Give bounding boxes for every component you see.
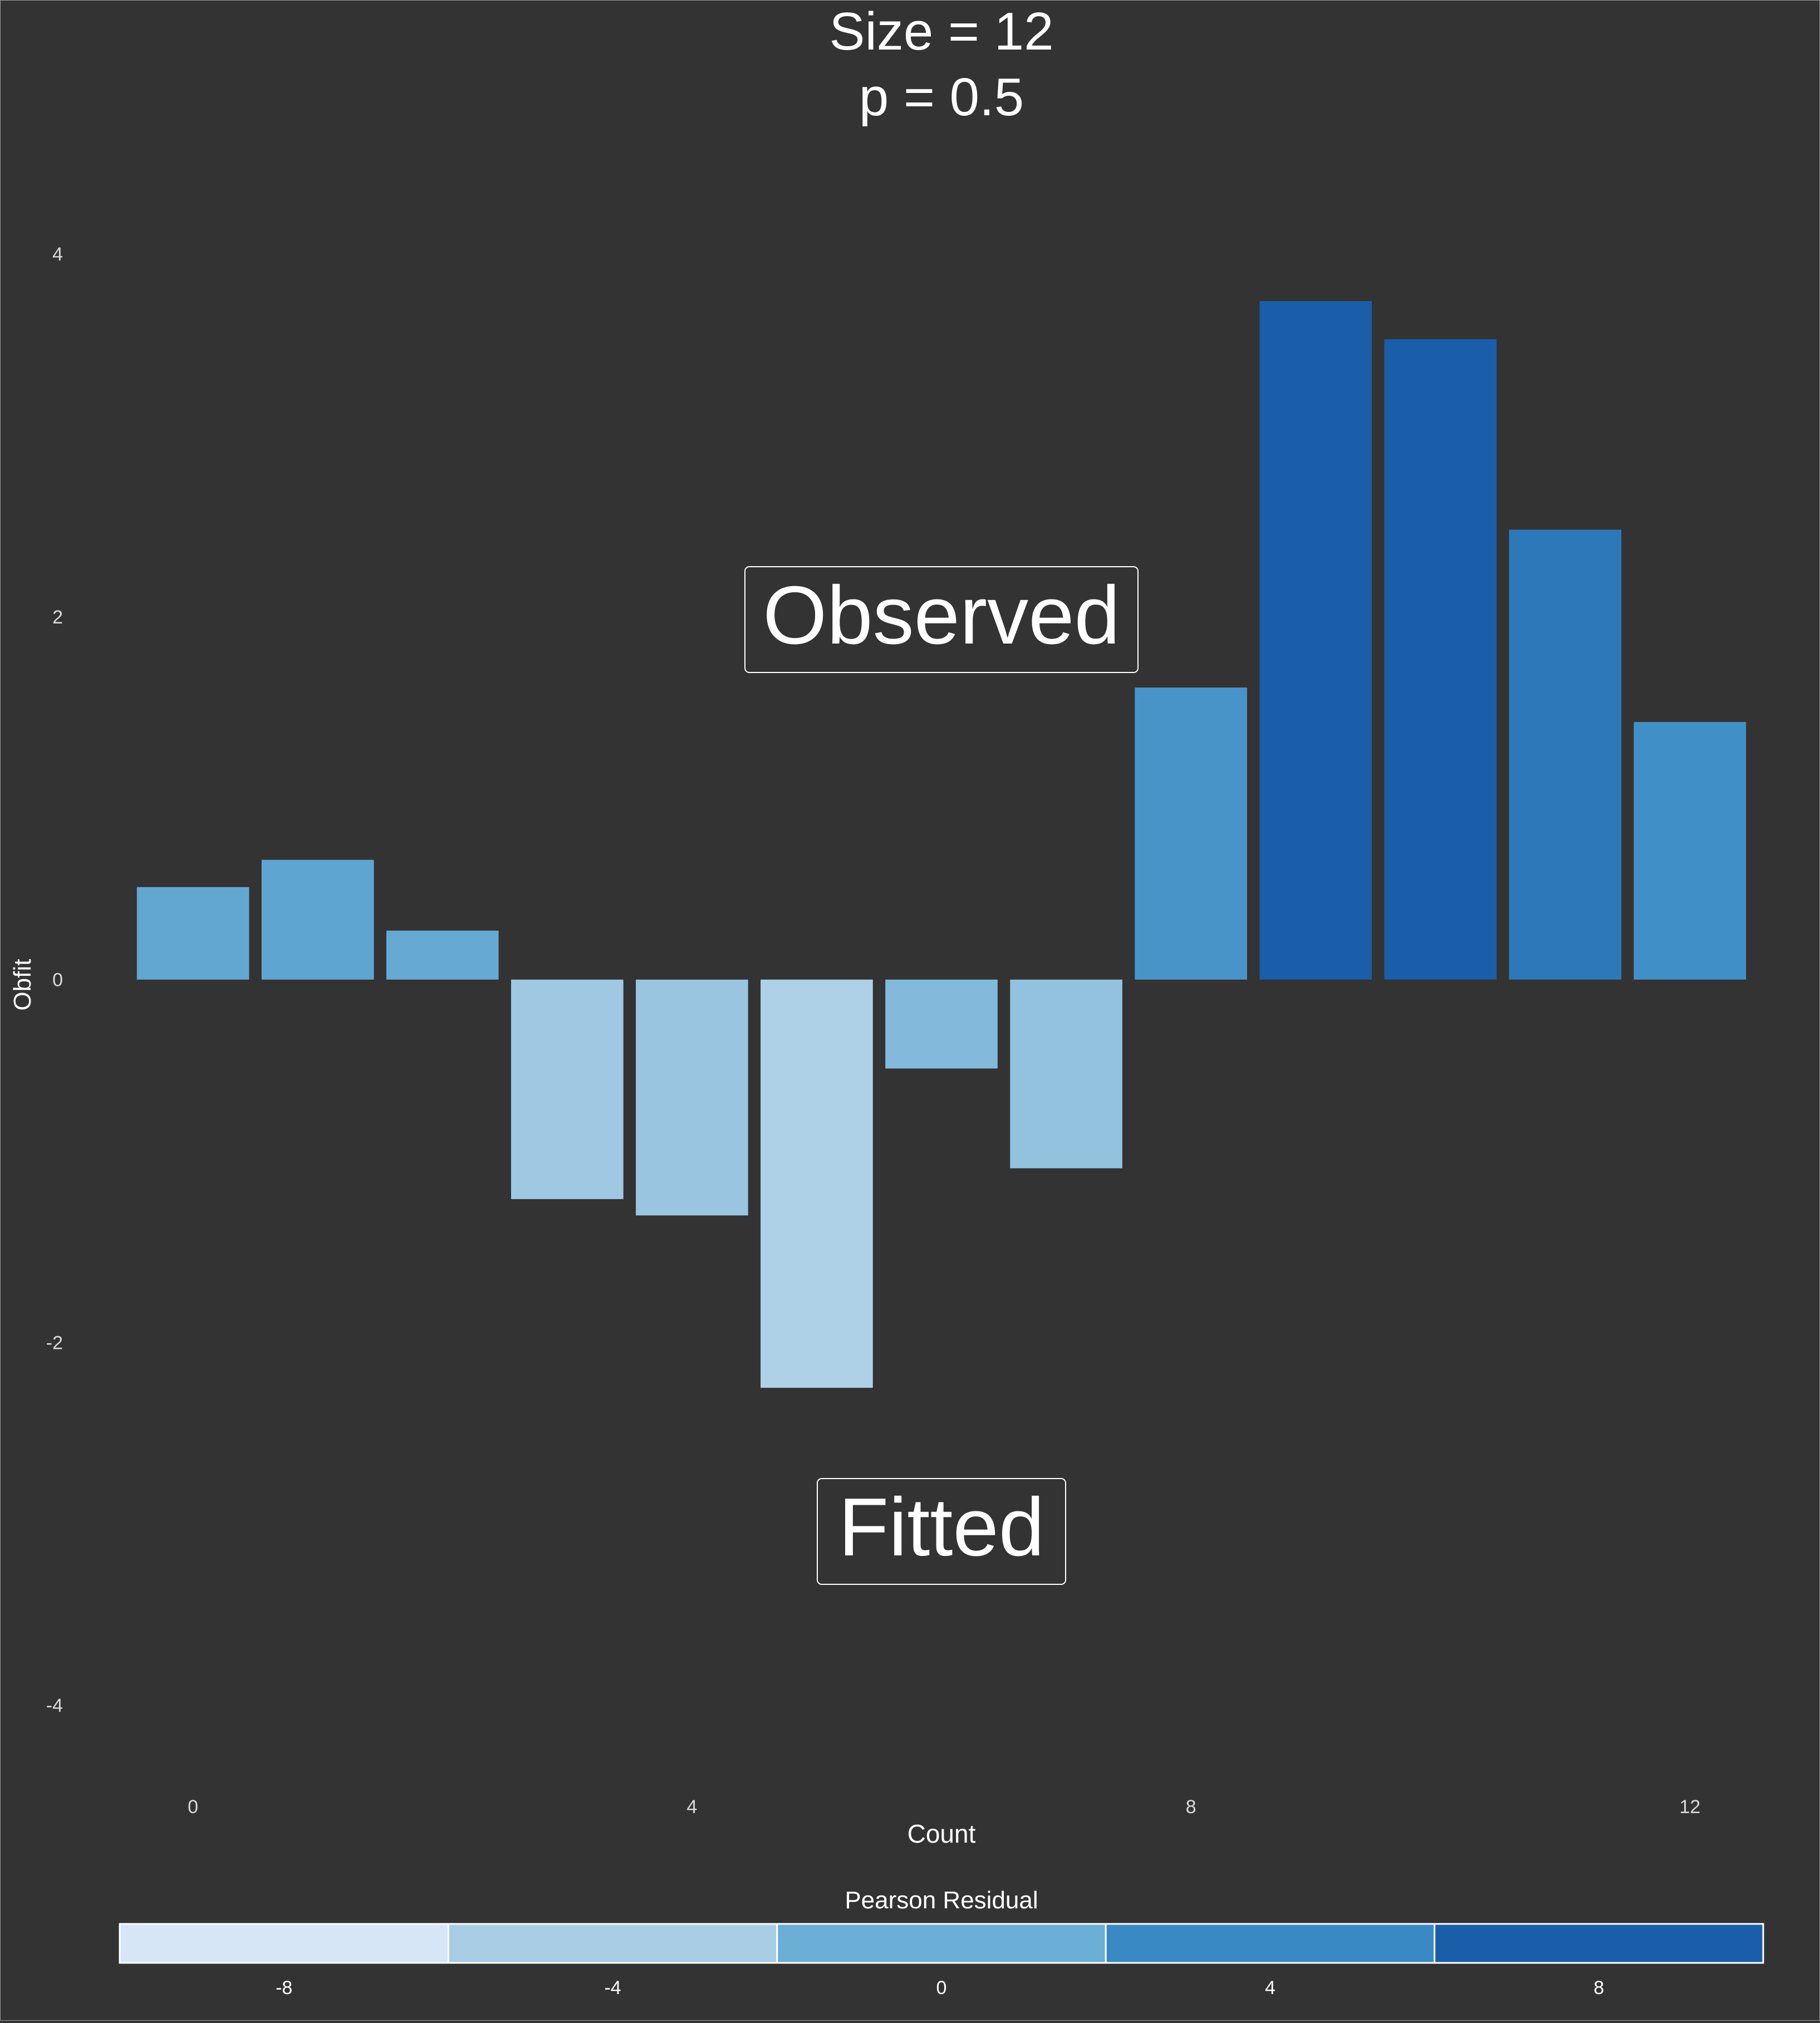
bar-count-11 xyxy=(1509,529,1622,980)
annotation-fitted-text: Fitted xyxy=(838,1481,1044,1573)
x-axis: 0 4 8 12 xyxy=(188,1796,1700,1818)
annotation-fitted-box xyxy=(817,1478,1066,1585)
bar-count-6 xyxy=(885,979,998,1069)
y-tick-label: 2 xyxy=(52,607,63,628)
legend-swatch xyxy=(1105,1923,1436,1964)
x-tick-label: 4 xyxy=(686,1796,697,1818)
legend-swatch xyxy=(1434,1923,1764,1964)
x-tick-label: 8 xyxy=(1186,1796,1196,1818)
legend-swatches: -8 -4 0 4 8 xyxy=(119,1923,1764,1999)
legend: Pearson Residual -8 -4 0 4 8 xyxy=(119,1887,1764,1999)
chart-title-line-1: Size = 12 xyxy=(830,2,1054,61)
x-tick-label: 0 xyxy=(188,1796,198,1818)
legend-swatch xyxy=(119,1923,449,1964)
bar-count-3 xyxy=(511,979,624,1200)
x-tick-label: 12 xyxy=(1679,1796,1700,1818)
legend-swatch xyxy=(447,1923,778,1964)
y-axis-label: Obfit xyxy=(9,959,36,1011)
legend-label: 8 xyxy=(1593,1977,1604,1999)
bar-count-4 xyxy=(636,979,748,1216)
x-axis-label: Count xyxy=(907,1819,976,1848)
legend-title: Pearson Residual xyxy=(845,1887,1038,1914)
legend-label: 0 xyxy=(936,1977,947,1999)
legend-label: 4 xyxy=(1265,1977,1276,1999)
y-tick-label: 4 xyxy=(52,244,63,265)
bar-count-0 xyxy=(136,887,249,980)
annotation-fitted: Fitted xyxy=(817,1478,1066,1585)
annotation-observed: Observed xyxy=(744,566,1139,673)
legend-label: -8 xyxy=(276,1977,292,1999)
y-tick-label: 0 xyxy=(52,970,63,991)
bar-count-5 xyxy=(761,979,873,1388)
legend-label: -4 xyxy=(604,1977,621,1999)
y-tick-label: -2 xyxy=(46,1332,63,1353)
y-axis: -4 -2 0 2 4 xyxy=(46,244,63,1716)
bar-count-7 xyxy=(1010,979,1122,1168)
bar-count-10 xyxy=(1384,339,1497,980)
bar-count-8 xyxy=(1135,688,1247,980)
annotation-observed-text: Observed xyxy=(763,569,1120,661)
bar-count-12 xyxy=(1633,721,1747,980)
bar-count-2 xyxy=(386,930,499,980)
bar-count-9 xyxy=(1259,301,1372,980)
bar-count-1 xyxy=(261,860,374,980)
bars xyxy=(136,301,1747,1388)
y-tick-label: -4 xyxy=(46,1695,63,1716)
chart-title-line-2: p = 0.5 xyxy=(859,67,1024,127)
annotation-observed-box xyxy=(744,566,1139,673)
legend-swatch xyxy=(776,1923,1107,1964)
